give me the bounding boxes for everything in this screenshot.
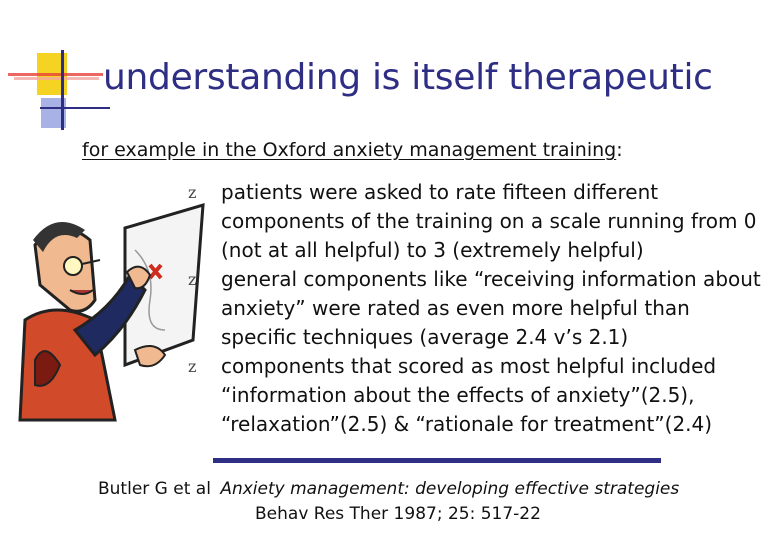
cartoon-man-holding-map-icon xyxy=(18,202,205,422)
bullet-list: z patients were asked to rate fifteen di… xyxy=(188,178,768,439)
bullet-item: z patients were asked to rate fifteen di… xyxy=(188,178,768,265)
z-glyph-bullet-icon: z xyxy=(188,270,197,289)
z-glyph-bullet-icon: z xyxy=(188,357,197,376)
bullet-text: components that scored as most helpful i… xyxy=(221,354,717,436)
slide-title: understanding is itself therapeutic xyxy=(103,57,713,98)
reference-authors: Butler G et al xyxy=(98,479,211,499)
divider-rule xyxy=(213,458,661,463)
bullet-item: z components that scored as most helpful… xyxy=(188,352,768,439)
bullet-text: general components like “receiving infor… xyxy=(221,267,761,349)
bullet-item: z general components like “receiving inf… xyxy=(188,265,768,352)
reference-citation: Butler G et al Anxiety management: devel… xyxy=(98,479,679,499)
intro-colon: : xyxy=(616,139,623,161)
bullet-text: patients were asked to rate fifteen diff… xyxy=(221,180,757,262)
reference-title: Anxiety management: developing effective… xyxy=(220,479,680,499)
reference-journal: Behav Res Ther 1987; 25: 517-22 xyxy=(255,504,541,524)
corner-decoration xyxy=(8,50,110,130)
intro-line: for example in the Oxford anxiety manage… xyxy=(82,139,623,161)
z-glyph-bullet-icon: z xyxy=(188,183,197,202)
intro-text: for example in the Oxford anxiety manage… xyxy=(82,139,617,161)
